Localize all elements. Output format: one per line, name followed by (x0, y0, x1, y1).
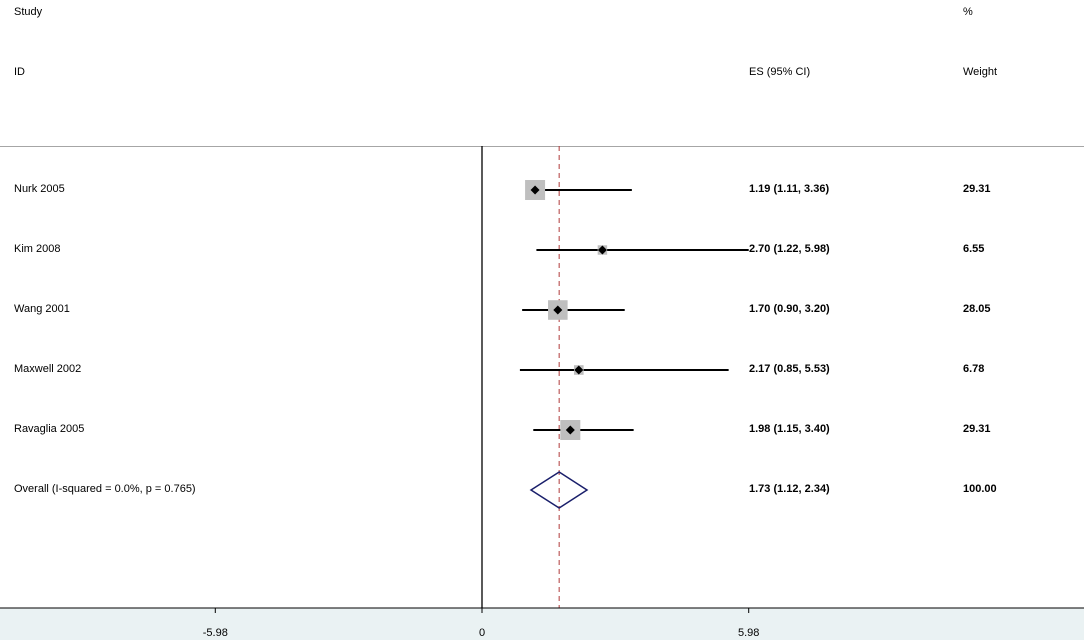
header-id: ID (14, 66, 25, 78)
header-rule (0, 146, 1084, 147)
overall-label: Overall (I-squared = 0.0%, p = 0.765) (14, 483, 196, 495)
study-es-ci: 2.17 (0.85, 5.53) (749, 363, 830, 375)
study-point-marker (574, 365, 584, 375)
study-weight: 29.31 (963, 183, 991, 195)
study-label: Nurk 2005 (14, 183, 65, 195)
study-weight: 29.31 (963, 423, 991, 435)
study-label: Wang 2001 (14, 303, 70, 315)
overall-diamond (529, 471, 589, 509)
header-es: ES (95% CI) (749, 66, 811, 78)
study-es-ci: 2.70 (1.22, 5.98) (749, 243, 830, 255)
overall-weight: 100.00 (963, 483, 997, 495)
header-percent: % (963, 6, 973, 18)
study-label: Kim 2008 (14, 243, 61, 255)
study-es-ci: 1.98 (1.15, 3.40) (749, 423, 830, 435)
axis-band (0, 608, 1084, 640)
study-point-marker (530, 185, 540, 195)
study-point-marker (597, 245, 607, 255)
overall-es-ci: 1.73 (1.12, 2.34) (749, 483, 830, 495)
study-point-marker (553, 305, 563, 315)
study-point-marker (565, 425, 575, 435)
header-study: Study (14, 6, 43, 18)
study-weight: 28.05 (963, 303, 991, 315)
study-label: Ravaglia 2005 (14, 423, 85, 435)
x-tick-label: -5.98 (203, 627, 228, 639)
study-weight: 6.55 (963, 243, 985, 255)
header-weight: Weight (963, 66, 998, 78)
x-tick-label: 0 (479, 627, 485, 639)
study-es-ci: 1.70 (0.90, 3.20) (749, 303, 830, 315)
x-tick-label: 5.98 (738, 627, 759, 639)
study-label: Maxwell 2002 (14, 363, 82, 375)
study-weight: 6.78 (963, 363, 985, 375)
study-es-ci: 1.19 (1.11, 3.36) (749, 183, 830, 195)
